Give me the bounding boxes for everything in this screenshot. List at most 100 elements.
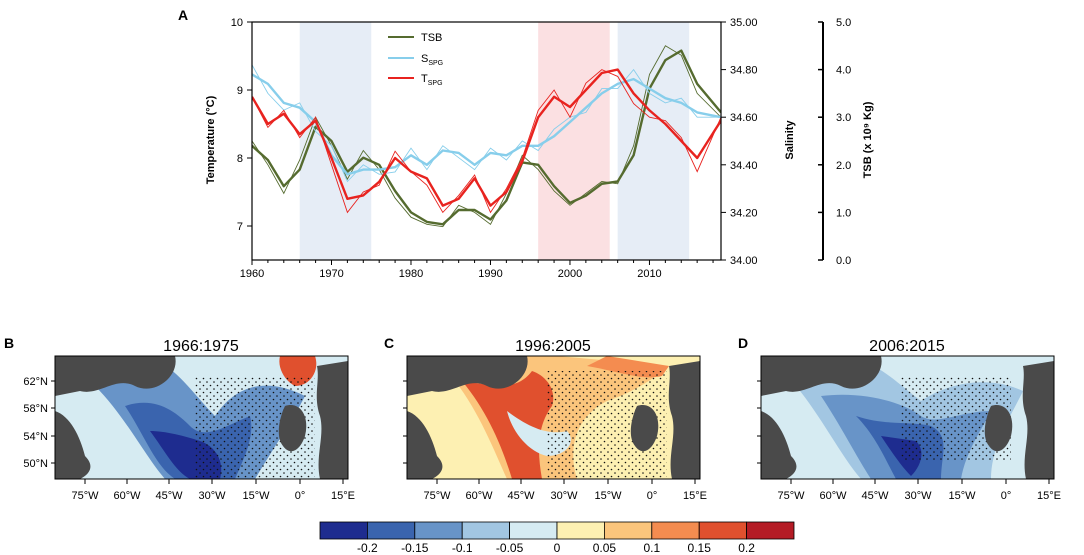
land-british-isles-d [984,405,1013,452]
lon-label: 75°W [71,490,99,502]
x-tick-label-1970: 1970 [319,268,343,280]
land-europe-d [1022,361,1054,479]
legend-s-main: S [421,53,428,65]
land-europe-c [668,361,700,479]
y-tick-label-sal-34.80: 34.80 [730,65,758,77]
land-greenland-b [55,356,176,396]
colorbar-label-4: 0 [554,541,561,555]
land-labrador-d [761,411,797,479]
colorbar-swatch-3 [461,521,511,540]
y-tick-label-sal-34.60: 34.60 [730,112,758,124]
legend-s-sub: SPG [428,60,443,67]
lon-label: 75°W [777,490,805,502]
map-title-c: 1996:2005 [515,338,591,355]
y-tick-label-tsb-3.0: 3.0 [836,112,851,124]
x-tick-label-1980: 1980 [399,268,423,280]
lon-label: 0° [647,490,658,502]
colorbar-swatch-2 [414,521,463,540]
series-smooth-t_spg [252,68,721,207]
salinity-axis: 34.00 34.20 34.40 34.60 34.80 35.00 [721,17,758,267]
y-tick-label-sal-35.00: 35.00 [730,17,758,29]
colorbar-label-0: -0.2 [357,541,378,555]
bottom-axis: 1960 1970 1980 1990 2000 2010 [240,260,714,280]
lon-label: 15°W [948,490,976,502]
map-title-b: 1966:1975 [163,338,239,355]
map-title-d: 2006:2015 [869,338,945,355]
plot-frame-a [251,21,722,261]
lon-label: 15°E [683,490,707,502]
tsb-axis-label: TSB (x 10⁹ Kg) [862,101,874,178]
colorbar-label-3: -0.05 [496,541,524,555]
land-europe-b [316,361,348,479]
anomaly-core-c [462,371,554,479]
colorbar-label-7: 0.15 [688,541,712,555]
colorbar-label-5: 0.05 [593,541,617,555]
y-tick-label-sal-34.40: 34.40 [730,160,758,172]
series-smooth-tsb [252,49,721,226]
y-tick-label-tsb-2.0: 2.0 [836,160,851,172]
colorbar-label-6: 0.1 [643,541,660,555]
map-panel-d [760,355,1055,480]
colorbar-swatch-4 [509,521,558,540]
lon-label: 60°W [819,490,847,502]
lat-label-0: 62°N [23,376,48,388]
panel-label-b: B [4,335,14,351]
x-tick-label-1990: 1990 [478,268,502,280]
panel-label-c: C [384,335,394,351]
land-british-isles-c [630,405,659,452]
colorbar-label-8: 0.2 [738,541,755,555]
land-greenland-c [407,356,528,396]
colorbar-swatch-9 [746,521,795,540]
temperature-axis-label: Temperature (°C) [205,95,217,184]
map-frame-d [760,355,1055,480]
lon-label: 45°W [861,490,889,502]
map-panel-c [406,355,701,480]
left-axis: 7 8 9 10 [231,17,252,233]
lon-label: 75°W [423,490,451,502]
colorbar-label-1: -0.15 [401,541,429,555]
lon-label: 0° [1001,490,1012,502]
map-panel-b [54,355,349,480]
lon-label: 45°W [155,490,183,502]
lon-label: 30°W [550,490,578,502]
legend-label-t-spg: TSPG [421,73,443,87]
colorbar-label-2: -0.1 [452,541,473,555]
lon-label: 0° [295,490,306,502]
colorbar-swatch-6 [604,521,653,540]
shaded-periods [299,22,690,260]
colorbar: -0.2 -0.15 -0.1 -0.05 0 0.05 0.1 0.15 0.2 [319,521,795,555]
salinity-axis-label: Salinity [784,120,796,160]
y-tick-label-temp-7: 7 [237,221,243,233]
y-tick-label-tsb-1.0: 1.0 [836,207,851,219]
lat-label-1: 58°N [23,403,48,415]
legend-t-sub: SPG [428,80,443,87]
shaded-period-0 [299,22,372,260]
colorbar-swatch-5 [556,521,605,540]
lon-label: 60°W [465,490,493,502]
colorbar-swatch-0 [319,521,368,540]
y-tick-label-sal-34.20: 34.20 [730,207,758,219]
shaded-period-2 [617,22,690,260]
land-labrador-b [55,411,91,479]
series-raw-tsb [252,45,721,228]
colorbar-swatch-7 [651,521,700,540]
lon-label: 60°W [113,490,141,502]
lat-label-2: 54°N [23,431,48,443]
map-frame-b [54,355,349,480]
shaded-period-1 [538,22,610,260]
lon-label: 15°W [594,490,622,502]
lon-label: 15°W [242,490,270,502]
y-tick-label-tsb-4.0: 4.0 [836,65,851,77]
map-frame-c [406,355,701,480]
x-tick-label-2010: 2010 [637,268,661,280]
legend-label-tsb: TSB [421,32,442,44]
y-tick-label-temp-9: 9 [237,85,243,97]
legend-label-s-spg: SSPG [421,53,443,67]
y-tick-label-temp-10: 10 [231,17,243,29]
y-tick-label-tsb-5.0: 5.0 [836,17,851,29]
y-tick-label-temp-8: 8 [237,153,243,165]
lon-label: 30°W [198,490,226,502]
panel-label-a: A [178,7,188,23]
